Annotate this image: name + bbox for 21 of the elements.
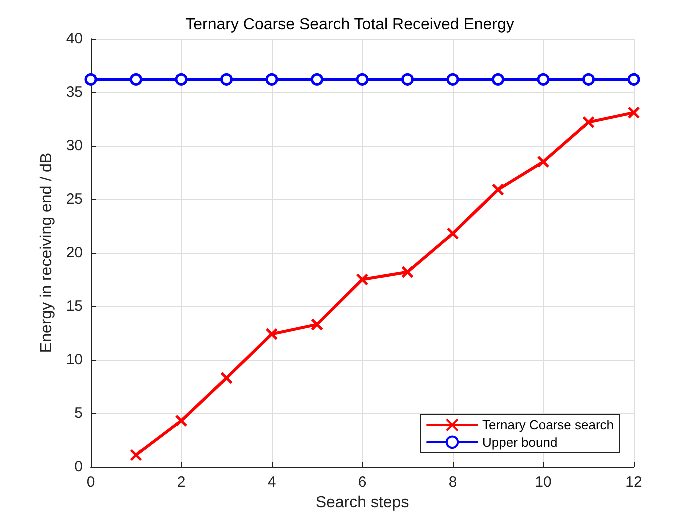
x-tick-label: 6: [358, 474, 367, 491]
y-tick-label: 20: [66, 244, 83, 262]
y-tick-label: 10: [66, 352, 83, 368]
legend-label: Ternary Coarse search: [482, 418, 614, 433]
y-tick-label: 35: [66, 84, 83, 101]
y-axis-title: Energy in receiving end / dB: [38, 152, 56, 354]
y-tick-label: 0: [74, 458, 83, 476]
chart-title: Ternary Coarse Search Total Received Energy: [186, 16, 514, 34]
x-tick-label: 2: [177, 474, 186, 491]
y-tick-label: 40: [66, 30, 83, 48]
x-tick-label: 10: [535, 474, 552, 491]
y-tick-label: 15: [66, 298, 83, 315]
x-axis-title: Search steps: [316, 494, 410, 512]
legend-label: Upper bound: [482, 434, 558, 450]
x-tick-label: 0: [86, 474, 96, 491]
x-tick-label: 8: [448, 474, 458, 491]
x-tick-label: 4: [268, 474, 276, 491]
x-tick-label: 12: [626, 474, 642, 491]
y-tick-label: 30: [66, 138, 83, 154]
y-tick-label: 25: [66, 191, 83, 208]
y-tick-label: 5: [74, 405, 83, 422]
